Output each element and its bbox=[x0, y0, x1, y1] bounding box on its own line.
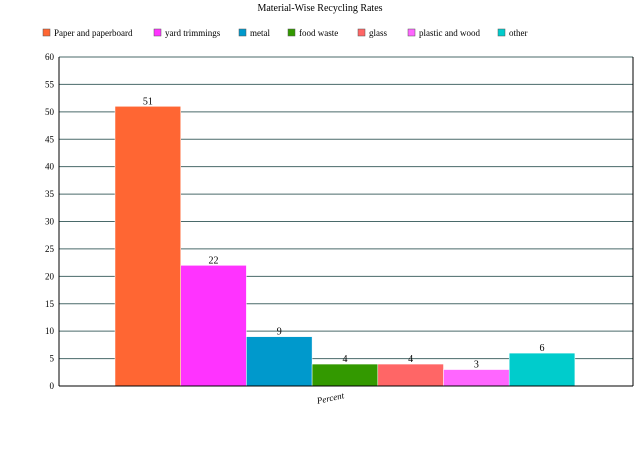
legend-label: metal bbox=[250, 28, 270, 38]
y-tick-label: 25 bbox=[45, 244, 55, 254]
chart-title: Material-Wise Recycling Rates bbox=[257, 3, 382, 14]
bar-food-waste bbox=[311, 363, 379, 387]
chart-legend: Paper and paperboard yard trimmings metal f… bbox=[42, 28, 528, 38]
legend-swatch bbox=[497, 28, 506, 37]
y-tick-label: 55 bbox=[45, 79, 55, 89]
bar-glass bbox=[377, 363, 444, 387]
y-tick-label: 35 bbox=[45, 189, 55, 199]
y-tick-label: 60 bbox=[45, 52, 55, 62]
y-tick-label: 0 bbox=[50, 381, 55, 391]
y-tick-label: 10 bbox=[45, 326, 55, 336]
y-tick-label: 5 bbox=[50, 354, 55, 364]
data-label: 6 bbox=[540, 343, 545, 354]
legend-label: yard trimmings bbox=[165, 28, 221, 38]
data-label: 51 bbox=[143, 96, 153, 107]
legend-label: plastic and wood bbox=[419, 28, 480, 38]
y-tick-label: 50 bbox=[45, 107, 55, 117]
bar-metal bbox=[246, 336, 313, 387]
legend-label: Paper and paperboard bbox=[54, 28, 133, 38]
data-label: 4 bbox=[408, 354, 413, 365]
data-labels: 51 22 9 4 4 3 6 bbox=[143, 96, 545, 370]
data-label: 22 bbox=[209, 255, 219, 266]
y-tick-label: 40 bbox=[45, 162, 55, 172]
data-label: 4 bbox=[342, 354, 347, 365]
data-label: 3 bbox=[474, 360, 479, 371]
legend-swatch bbox=[287, 28, 296, 37]
legend-swatch bbox=[407, 28, 416, 37]
bars bbox=[114, 106, 576, 387]
bar-yard-trimmings bbox=[180, 265, 247, 387]
legend-swatch bbox=[153, 28, 162, 37]
y-tick-label: 30 bbox=[45, 217, 55, 227]
legend-swatch bbox=[357, 28, 366, 37]
x-axis-categories: Percent bbox=[315, 390, 346, 406]
bar-plastic-and-wood bbox=[443, 369, 510, 387]
y-axis-ticks: 0 5 10 15 20 25 30 35 40 45 50 55 60 bbox=[45, 52, 55, 391]
bar-paper-and-paperboard bbox=[114, 106, 181, 387]
y-tick-label: 15 bbox=[45, 299, 55, 309]
x-category-label: Percent bbox=[315, 390, 346, 406]
legend-swatch bbox=[42, 28, 51, 37]
data-label: 9 bbox=[277, 327, 282, 338]
legend-label: glass bbox=[369, 28, 387, 38]
y-tick-label: 20 bbox=[45, 271, 55, 281]
legend-label: other bbox=[509, 28, 528, 38]
legend-label: food waste bbox=[299, 28, 338, 38]
bar-other bbox=[508, 352, 576, 387]
legend-swatch bbox=[238, 28, 247, 37]
y-tick-label: 45 bbox=[45, 134, 55, 144]
